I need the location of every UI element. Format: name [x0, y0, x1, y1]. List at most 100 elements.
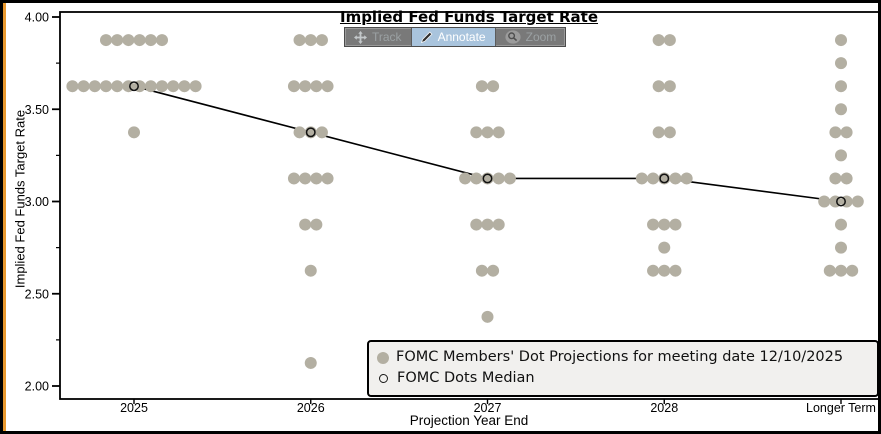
median-marker — [836, 196, 846, 207]
zoom-label: Zoom — [525, 30, 557, 44]
chart-title: Implied Fed Funds Target Rate — [339, 8, 599, 26]
projection-dot — [299, 218, 312, 231]
projection-dot — [835, 149, 847, 162]
projection-dot — [133, 34, 146, 47]
projection-dot — [829, 172, 842, 185]
x-tick-label: 2028 — [650, 401, 678, 415]
projection-dot — [293, 126, 306, 139]
projection-dot — [835, 264, 847, 277]
projection-dot — [100, 34, 112, 47]
projection-dot — [835, 218, 847, 231]
projection-dot — [652, 80, 665, 93]
projection-dot — [835, 80, 847, 93]
projection-dot — [823, 264, 836, 277]
projection-dot — [100, 80, 112, 93]
projection-dot — [66, 80, 79, 93]
projection-dot — [299, 172, 312, 185]
projection-dot — [470, 172, 483, 185]
projection-dot — [851, 195, 864, 208]
legend-row-dots: FOMC Members' Dot Projections for meetin… — [377, 348, 869, 368]
chart-toolbar: Track Annotate Zoom — [344, 27, 567, 47]
projection-dot — [128, 126, 140, 139]
projection-dot — [647, 218, 660, 231]
projection-dot — [475, 264, 488, 277]
projection-dot — [663, 34, 676, 47]
plot-area-border — [59, 11, 878, 400]
projection-dot — [111, 34, 124, 47]
projection-dot — [304, 264, 317, 277]
y-tick-label: 2.00 — [25, 380, 49, 394]
x-tick-label: 2025 — [120, 401, 148, 415]
projection-dot — [156, 80, 168, 93]
x-tick-label: Longer Term — [806, 401, 876, 415]
projection-dot — [481, 218, 494, 231]
projection-dot — [310, 218, 323, 231]
projection-dot — [470, 126, 483, 139]
projection-dot — [459, 172, 472, 185]
projection-dot — [167, 80, 180, 93]
y-tick-label: 3.50 — [25, 103, 49, 117]
annotate-label: Annotate — [437, 30, 486, 44]
projection-dot — [122, 34, 135, 47]
projection-dot — [840, 126, 853, 139]
projection-dot — [310, 80, 323, 93]
projection-dot — [315, 34, 328, 47]
projection-dot — [88, 80, 101, 93]
track-button[interactable]: Track — [345, 28, 412, 46]
projection-dot — [492, 172, 505, 185]
projection-dot — [835, 241, 847, 254]
legend-dots-label: FOMC Members' Dot Projections for meetin… — [396, 349, 844, 366]
projection-dot — [293, 34, 306, 47]
y-axis-title: Implied Fed Funds Target Rate — [12, 109, 28, 289]
projection-dot — [835, 57, 847, 70]
projection-dot — [287, 80, 300, 93]
projection-dot — [647, 264, 660, 277]
projection-dot — [321, 172, 334, 185]
projection-dot — [315, 126, 328, 139]
projection-dot — [669, 218, 682, 231]
projection-dot — [178, 80, 191, 93]
pencil-icon — [420, 31, 433, 43]
move-icon — [354, 30, 367, 44]
projection-dot — [481, 310, 494, 323]
projection-dot — [321, 80, 334, 93]
zoom-button[interactable]: Zoom — [496, 28, 566, 46]
window-accent-strip — [3, 3, 6, 431]
projection-dot — [492, 126, 505, 139]
projection-dot — [835, 34, 847, 47]
y-tick-label: 2.50 — [25, 287, 49, 301]
filled-dot-icon — [377, 352, 389, 365]
magnifier-icon — [505, 30, 521, 44]
projection-dot — [503, 172, 516, 185]
dot-plot-canvas: 4.00 3.50 3.00 2.50 2.00 2025 2026 2027 2028 Long… — [25, 11, 878, 415]
legend-median-label: FOMC Dots Median — [397, 370, 535, 386]
annotate-button[interactable]: Annotate — [411, 28, 496, 46]
projection-dot — [647, 172, 660, 185]
projection-dot — [658, 218, 671, 231]
legend-row-median: FOMC Dots Median — [377, 369, 869, 389]
projection-dot — [658, 264, 671, 277]
projection-dot — [487, 80, 500, 93]
chart-legend: FOMC Members' Dot Projections for meetin… — [367, 340, 878, 397]
x-tick-label: 2026 — [297, 401, 325, 415]
projection-dot — [310, 172, 323, 185]
projection-dot — [470, 218, 483, 231]
projection-dot — [77, 80, 90, 93]
median-marker — [129, 81, 139, 92]
projection-dot — [156, 34, 168, 47]
projection-dot — [475, 80, 488, 93]
projection-dot — [652, 126, 665, 139]
projection-dot — [111, 80, 124, 93]
projection-dot — [829, 126, 842, 139]
y-tick-label: 4.00 — [25, 11, 49, 25]
projection-dot — [487, 264, 500, 277]
projection-dot — [663, 80, 676, 93]
median-marker — [305, 127, 316, 138]
projection-dot — [189, 80, 202, 93]
projection-dot — [635, 172, 648, 185]
projection-dot — [304, 356, 317, 369]
projection-dot — [680, 172, 693, 185]
projection-dot — [492, 218, 505, 231]
x-tick-label: 2027 — [474, 401, 502, 415]
